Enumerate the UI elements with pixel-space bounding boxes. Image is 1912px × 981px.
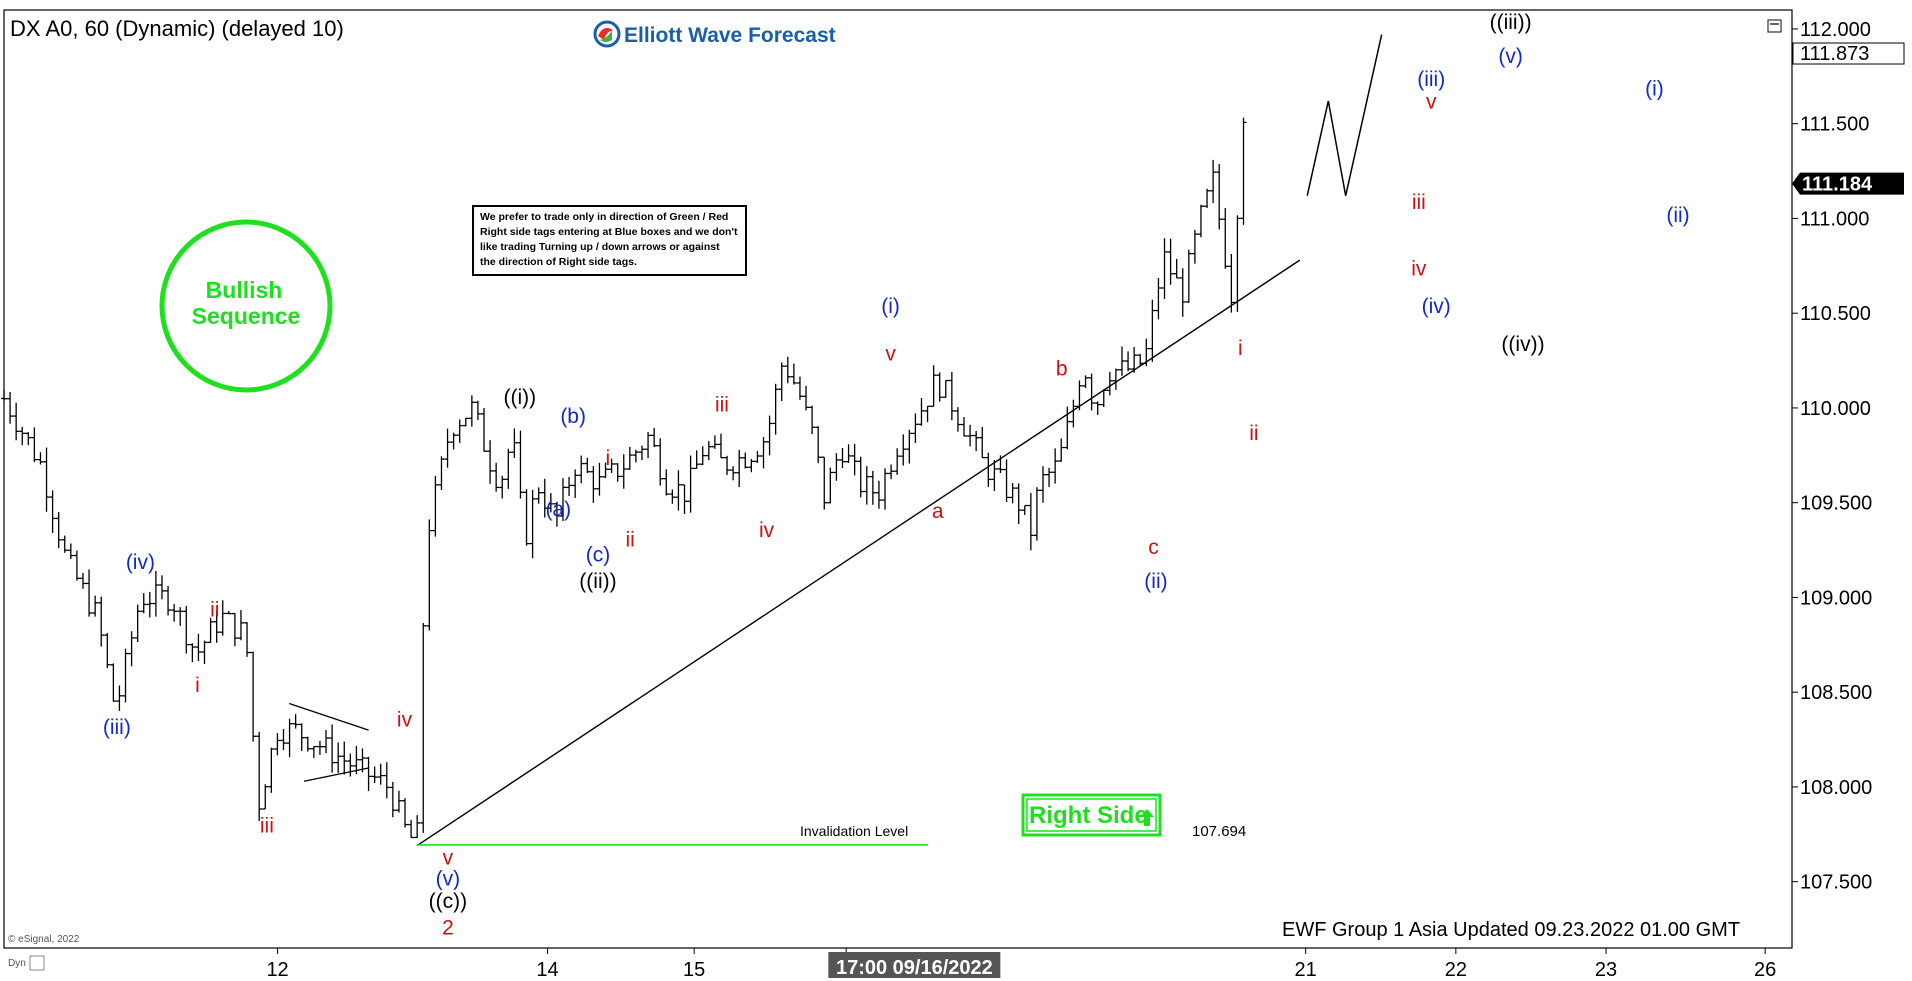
triangle-lower-line bbox=[303, 767, 369, 782]
x-tick-label: 15 bbox=[683, 959, 705, 981]
wave-label: a bbox=[932, 500, 944, 523]
projection-path bbox=[1306, 34, 1383, 196]
x-tick-label: 21 bbox=[1295, 959, 1317, 981]
x-tick-label: 26 bbox=[1754, 959, 1776, 981]
x-tick-label: 14 bbox=[536, 959, 558, 981]
wave-label: iii bbox=[1412, 191, 1426, 214]
plot-frame bbox=[3, 9, 1793, 949]
x-tick-label: 12 bbox=[266, 959, 288, 981]
trading-note: We prefer to trade only in direction of … bbox=[472, 205, 747, 276]
y-tick-label: 110.500 bbox=[1800, 303, 1871, 325]
wave-label: ((ii)) bbox=[579, 570, 616, 593]
badge-line-2: Sequence bbox=[192, 303, 301, 329]
y-tick-label: 108.500 bbox=[1800, 682, 1872, 704]
wave-label: (i) bbox=[881, 295, 900, 318]
wave-label: ((i)) bbox=[504, 386, 537, 409]
invalidation-label: Invalidation Level bbox=[800, 823, 908, 839]
logo-swirl-green bbox=[600, 30, 612, 42]
wave-label: (iii) bbox=[103, 716, 131, 739]
brand-logo: Elliott Wave Forecast bbox=[593, 20, 836, 48]
window-menu-icon[interactable] bbox=[1767, 19, 1782, 33]
wave-label: c bbox=[1148, 536, 1159, 559]
wave-label: ii bbox=[626, 528, 635, 551]
crosshair-time-box bbox=[828, 952, 1001, 978]
y-tick-label: 112.000 bbox=[1800, 19, 1871, 41]
wave-label: ((iv)) bbox=[1501, 333, 1544, 356]
x-axis: 121415162122232617:00 09/16/2022 bbox=[29, 948, 1776, 981]
triangle-upper-line bbox=[288, 702, 369, 731]
wave-label: iv bbox=[759, 519, 775, 542]
symbol-title: DX A0, 60 (Dynamic) (delayed 10) bbox=[10, 16, 344, 41]
wave-label: v bbox=[443, 847, 454, 870]
corner-label: Dyn bbox=[8, 958, 26, 969]
high-price-tag bbox=[1792, 42, 1905, 65]
update-stamp: EWF Group 1 Asia Updated 09.23.2022 01.0… bbox=[1282, 919, 1740, 941]
wave-label: i bbox=[606, 447, 611, 470]
wave-label: iii bbox=[260, 814, 274, 837]
wave-label: (a) bbox=[545, 498, 571, 521]
wave-label: 2 bbox=[442, 917, 454, 940]
y-axis: 112.000 111.500 111.000 110.500 110.000 109.5… bbox=[1791, 10, 1905, 948]
trendline bbox=[416, 259, 1301, 847]
note-line-1: We prefer to trade only in direction of … bbox=[480, 211, 728, 223]
y-tick-label: 109.000 bbox=[1800, 587, 1872, 609]
logo-swirl bbox=[598, 28, 613, 40]
wave-label: iv bbox=[1411, 257, 1427, 280]
y-tick-label: 108.000 bbox=[1800, 777, 1872, 799]
wave-labels: (iii)(iv)iiiiiiivv(v)((c))2((i))(b)i(a)(… bbox=[103, 11, 1690, 940]
wave-label: (iii) bbox=[1417, 68, 1445, 91]
note-line-3: like trading Turning up / down arrows or… bbox=[480, 241, 720, 253]
wave-label: i bbox=[195, 674, 200, 697]
last-price-value: 111.184 bbox=[1802, 174, 1873, 196]
scroll-handle-icon bbox=[29, 955, 45, 971]
wave-label: iv bbox=[397, 708, 413, 731]
high-price-value: 111.873 bbox=[1800, 43, 1869, 65]
wave-label: (v) bbox=[1498, 45, 1523, 68]
wave-label: i bbox=[1238, 337, 1243, 360]
right-side-label: Right Side bbox=[1029, 802, 1148, 829]
wave-label: ii bbox=[1249, 422, 1258, 445]
price-bars bbox=[1, 117, 1247, 839]
last-price-tag bbox=[1792, 172, 1904, 195]
wave-label: (iv) bbox=[126, 551, 155, 574]
wave-label: (i) bbox=[1645, 77, 1664, 100]
y-tick-label: 111.500 bbox=[1800, 114, 1869, 136]
brand-name: Elliott Wave Forecast bbox=[624, 24, 836, 47]
wave-label: (c) bbox=[586, 543, 611, 566]
wave-label: (ii) bbox=[1144, 570, 1167, 593]
wave-label: (v) bbox=[436, 867, 461, 890]
x-tick-label: 22 bbox=[1445, 959, 1467, 981]
note-line-4: the direction of Right side tags. bbox=[480, 256, 637, 268]
overlay-lines bbox=[288, 34, 1383, 847]
y-tick-label: 107.500 bbox=[1800, 872, 1872, 894]
wave-label: iii bbox=[715, 394, 729, 417]
y-tick-label: 110.000 bbox=[1800, 398, 1871, 420]
crosshair-time-label: 17:00 09/16/2022 bbox=[836, 957, 993, 979]
copyright: © eSignal, 2022 bbox=[8, 934, 80, 945]
wave-label: b bbox=[1056, 358, 1068, 381]
wave-label: (iv) bbox=[1422, 295, 1451, 318]
wave-label: v bbox=[885, 343, 896, 366]
x-tick-label: 23 bbox=[1595, 959, 1617, 981]
wave-label: ((iii)) bbox=[1490, 11, 1532, 34]
wave-label: ii bbox=[210, 598, 219, 621]
wave-label: (b) bbox=[560, 405, 586, 428]
invalidation-value: 107.694 bbox=[1192, 823, 1246, 840]
up-arrow-icon bbox=[1140, 809, 1154, 826]
y-tick-label: 109.500 bbox=[1800, 493, 1872, 515]
wave-label: (ii) bbox=[1666, 204, 1689, 227]
logo-icon bbox=[593, 20, 621, 48]
right-side-tag: Right Side bbox=[1021, 793, 1162, 837]
y-tick-label: 111.000 bbox=[1800, 208, 1869, 230]
wave-label: v bbox=[1426, 91, 1437, 114]
bullish-sequence-badge: Bullish Sequence bbox=[159, 219, 333, 393]
wave-label: ((c)) bbox=[429, 890, 467, 913]
badge-line-1: Bullish bbox=[206, 277, 283, 303]
note-line-2: Right side tags entering at Blue boxes a… bbox=[480, 226, 738, 238]
